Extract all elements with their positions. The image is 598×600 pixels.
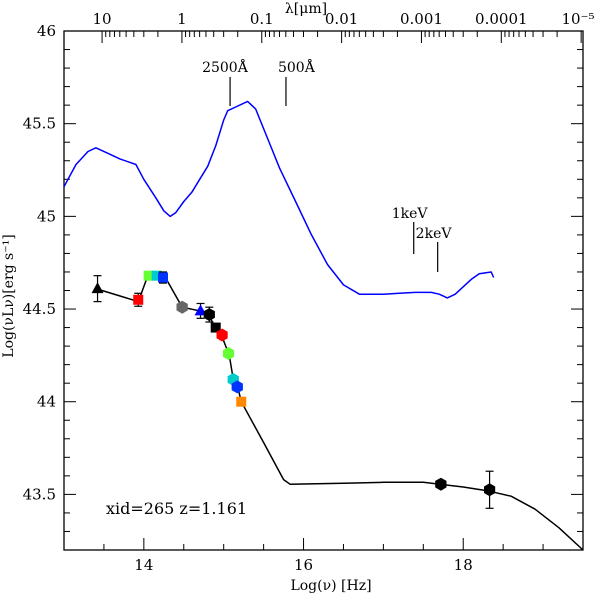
- data-point: [231, 380, 243, 394]
- y-tick-label: 45: [37, 207, 56, 225]
- y-axis-label: Log(νLν)[erg s⁻¹]: [1, 234, 17, 357]
- top-tick-label: 0.01: [325, 10, 358, 28]
- agn-template-line: [63, 100, 495, 299]
- data-point: [216, 328, 228, 342]
- top-tick-label: 1: [177, 10, 187, 28]
- tick-marks: [63, 30, 584, 551]
- top-tick-label: 0.0001: [475, 10, 528, 28]
- y-tick-label: 44: [37, 393, 56, 411]
- top-tick-label: 0.001: [400, 10, 443, 28]
- data-point: [143, 270, 154, 281]
- x-tick-label: 16: [294, 556, 313, 574]
- data-point: [176, 300, 188, 314]
- data-point: [151, 270, 162, 281]
- data-point: [133, 294, 144, 305]
- source-info: xid=265 z=1.161: [106, 499, 247, 518]
- data-point: [484, 483, 496, 497]
- annotation-500a: 500Å: [278, 58, 316, 76]
- data-point: [194, 304, 207, 316]
- y-tick-label: 44.5: [23, 300, 56, 318]
- x-tick-label: 18: [454, 556, 473, 574]
- annotation-2kev: 2keV: [416, 226, 453, 242]
- y-tick-label: 46: [37, 22, 56, 40]
- top-axis-label: λ[μm]: [285, 1, 327, 17]
- y-tick-label: 45.5: [23, 115, 56, 133]
- data-point: [210, 322, 221, 333]
- x-tick-label: 14: [134, 556, 153, 574]
- top-tick-label: 10⁻⁵: [561, 10, 594, 28]
- top-tick-label: 10: [93, 10, 112, 28]
- annotation-1kev: 1keV: [392, 206, 429, 222]
- points-layer: [91, 270, 496, 509]
- x-axis-label: Log(ν) [Hz]: [290, 578, 371, 594]
- data-point: [222, 347, 235, 360]
- data-point: [158, 272, 169, 283]
- data-point: [435, 477, 447, 491]
- data-point: [236, 396, 247, 407]
- annotation-2500a: 2500Å: [202, 58, 249, 76]
- data-point: [91, 282, 104, 294]
- series-layer: [63, 100, 584, 551]
- data-point: [203, 308, 215, 322]
- y-tick-label: 43.5: [23, 485, 56, 503]
- top-tick-label: 0.1: [250, 10, 274, 28]
- annotations: [229, 77, 439, 272]
